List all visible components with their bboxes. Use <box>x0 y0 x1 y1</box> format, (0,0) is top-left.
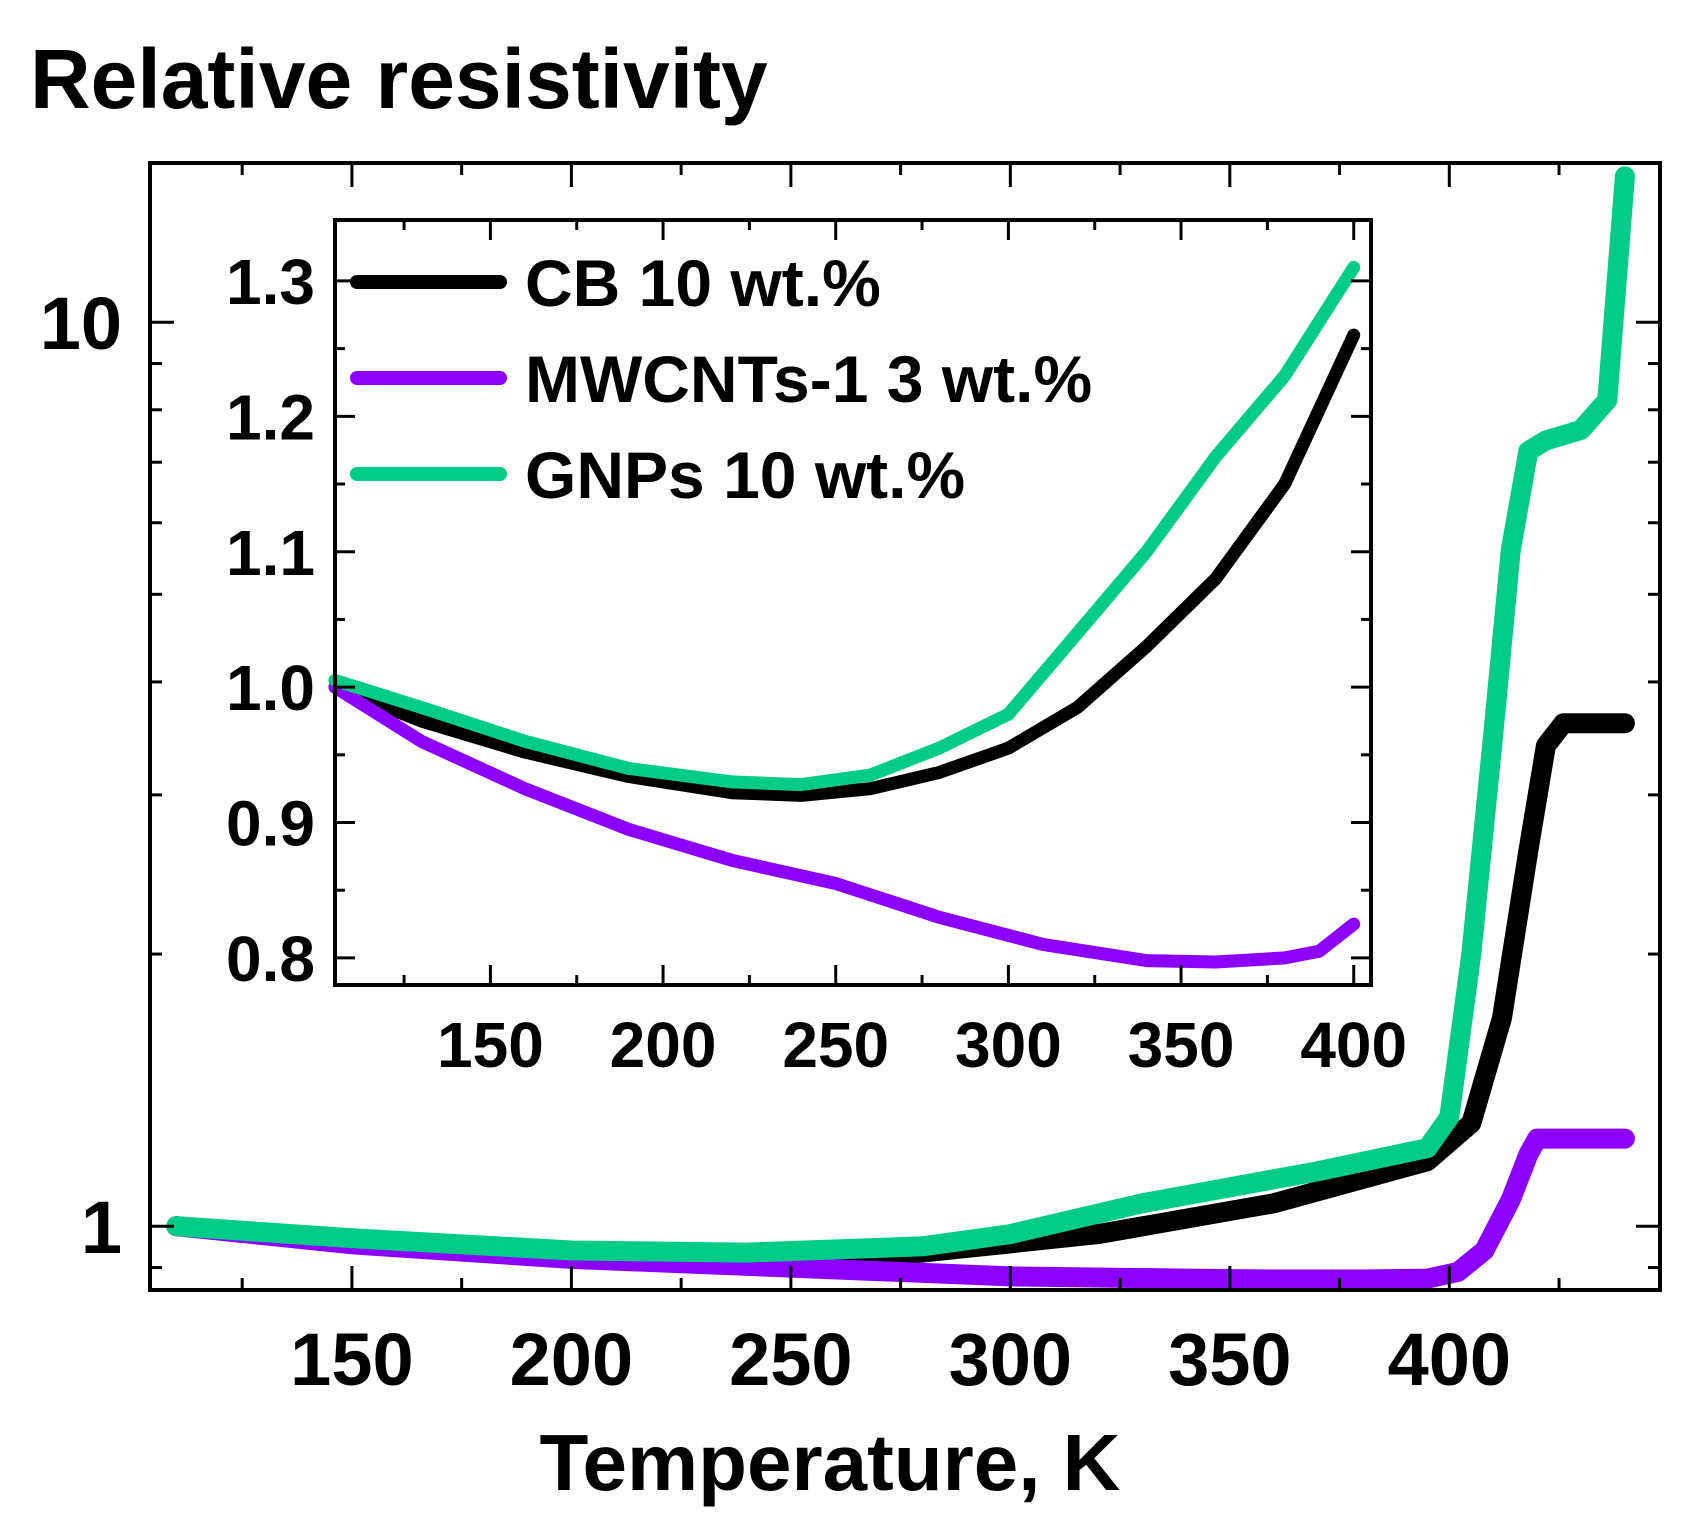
inset-y-tick-label: 1.3 <box>226 246 315 318</box>
inset-y-tick-label: 1.1 <box>226 517 315 589</box>
inset-plot: 150 200 250 300 350 400 0.8 0.9 1.0 1.1 1.2 1.3 CB 1… <box>226 218 1407 1081</box>
main-x-tick-label: 400 <box>1388 1318 1511 1401</box>
inset-series-mwcnts-1-3-wt <box>328 680 1361 969</box>
main-x-tick-label: 200 <box>510 1318 633 1401</box>
main-plot-frame <box>148 161 1662 1292</box>
inset-x-tick-label: 150 <box>437 1009 544 1081</box>
main-x-tick-label: 300 <box>949 1318 1072 1401</box>
chart-title: Relative resistivity <box>30 32 768 126</box>
inset-background <box>335 220 1371 985</box>
inset-x-tick-label: 300 <box>955 1009 1062 1081</box>
inset-x-tick-label: 250 <box>782 1009 889 1081</box>
inset-x-tick-label: 400 <box>1300 1009 1407 1081</box>
inset-x-tick-label: 200 <box>610 1009 717 1081</box>
inset-series-gnps-10-wt <box>328 260 1361 792</box>
inset-plot-frame <box>333 218 1373 987</box>
inset-x-tick-label: 350 <box>1128 1009 1235 1081</box>
inset-y-tick-label: 0.9 <box>226 788 315 860</box>
inset-y-tick-label: 1.0 <box>226 652 315 724</box>
main-y-tick-label: 1 <box>81 1186 122 1269</box>
inset-y-tick-label: 0.8 <box>226 923 315 995</box>
main-plot: 150 200 250 300 350 400 1 10 <box>40 161 1662 1401</box>
main-x-tick-label: 150 <box>290 1318 413 1401</box>
main-y-tick-label: 10 <box>40 282 122 365</box>
main-x-tick-label: 250 <box>729 1318 852 1401</box>
legend-label-gnps-10-wt: GNPs 10 wt.% <box>525 438 965 512</box>
x-axis-label: Temperature, K <box>540 1418 1121 1507</box>
main-series-mwcnts-1-3-wt <box>166 1128 1635 1290</box>
legend-label-mwcnts-1-3-wt: MWCNTs-1 3 wt.% <box>525 342 1092 416</box>
inset-y-tick-label: 1.2 <box>226 381 315 453</box>
legend-label-cb-10-wt: CB 10 wt.% <box>525 246 881 320</box>
main-x-tick-label: 350 <box>1168 1318 1291 1401</box>
inset-series-cb-10-wt <box>328 328 1361 802</box>
main-series-gnps-10-wt <box>166 166 1635 1263</box>
